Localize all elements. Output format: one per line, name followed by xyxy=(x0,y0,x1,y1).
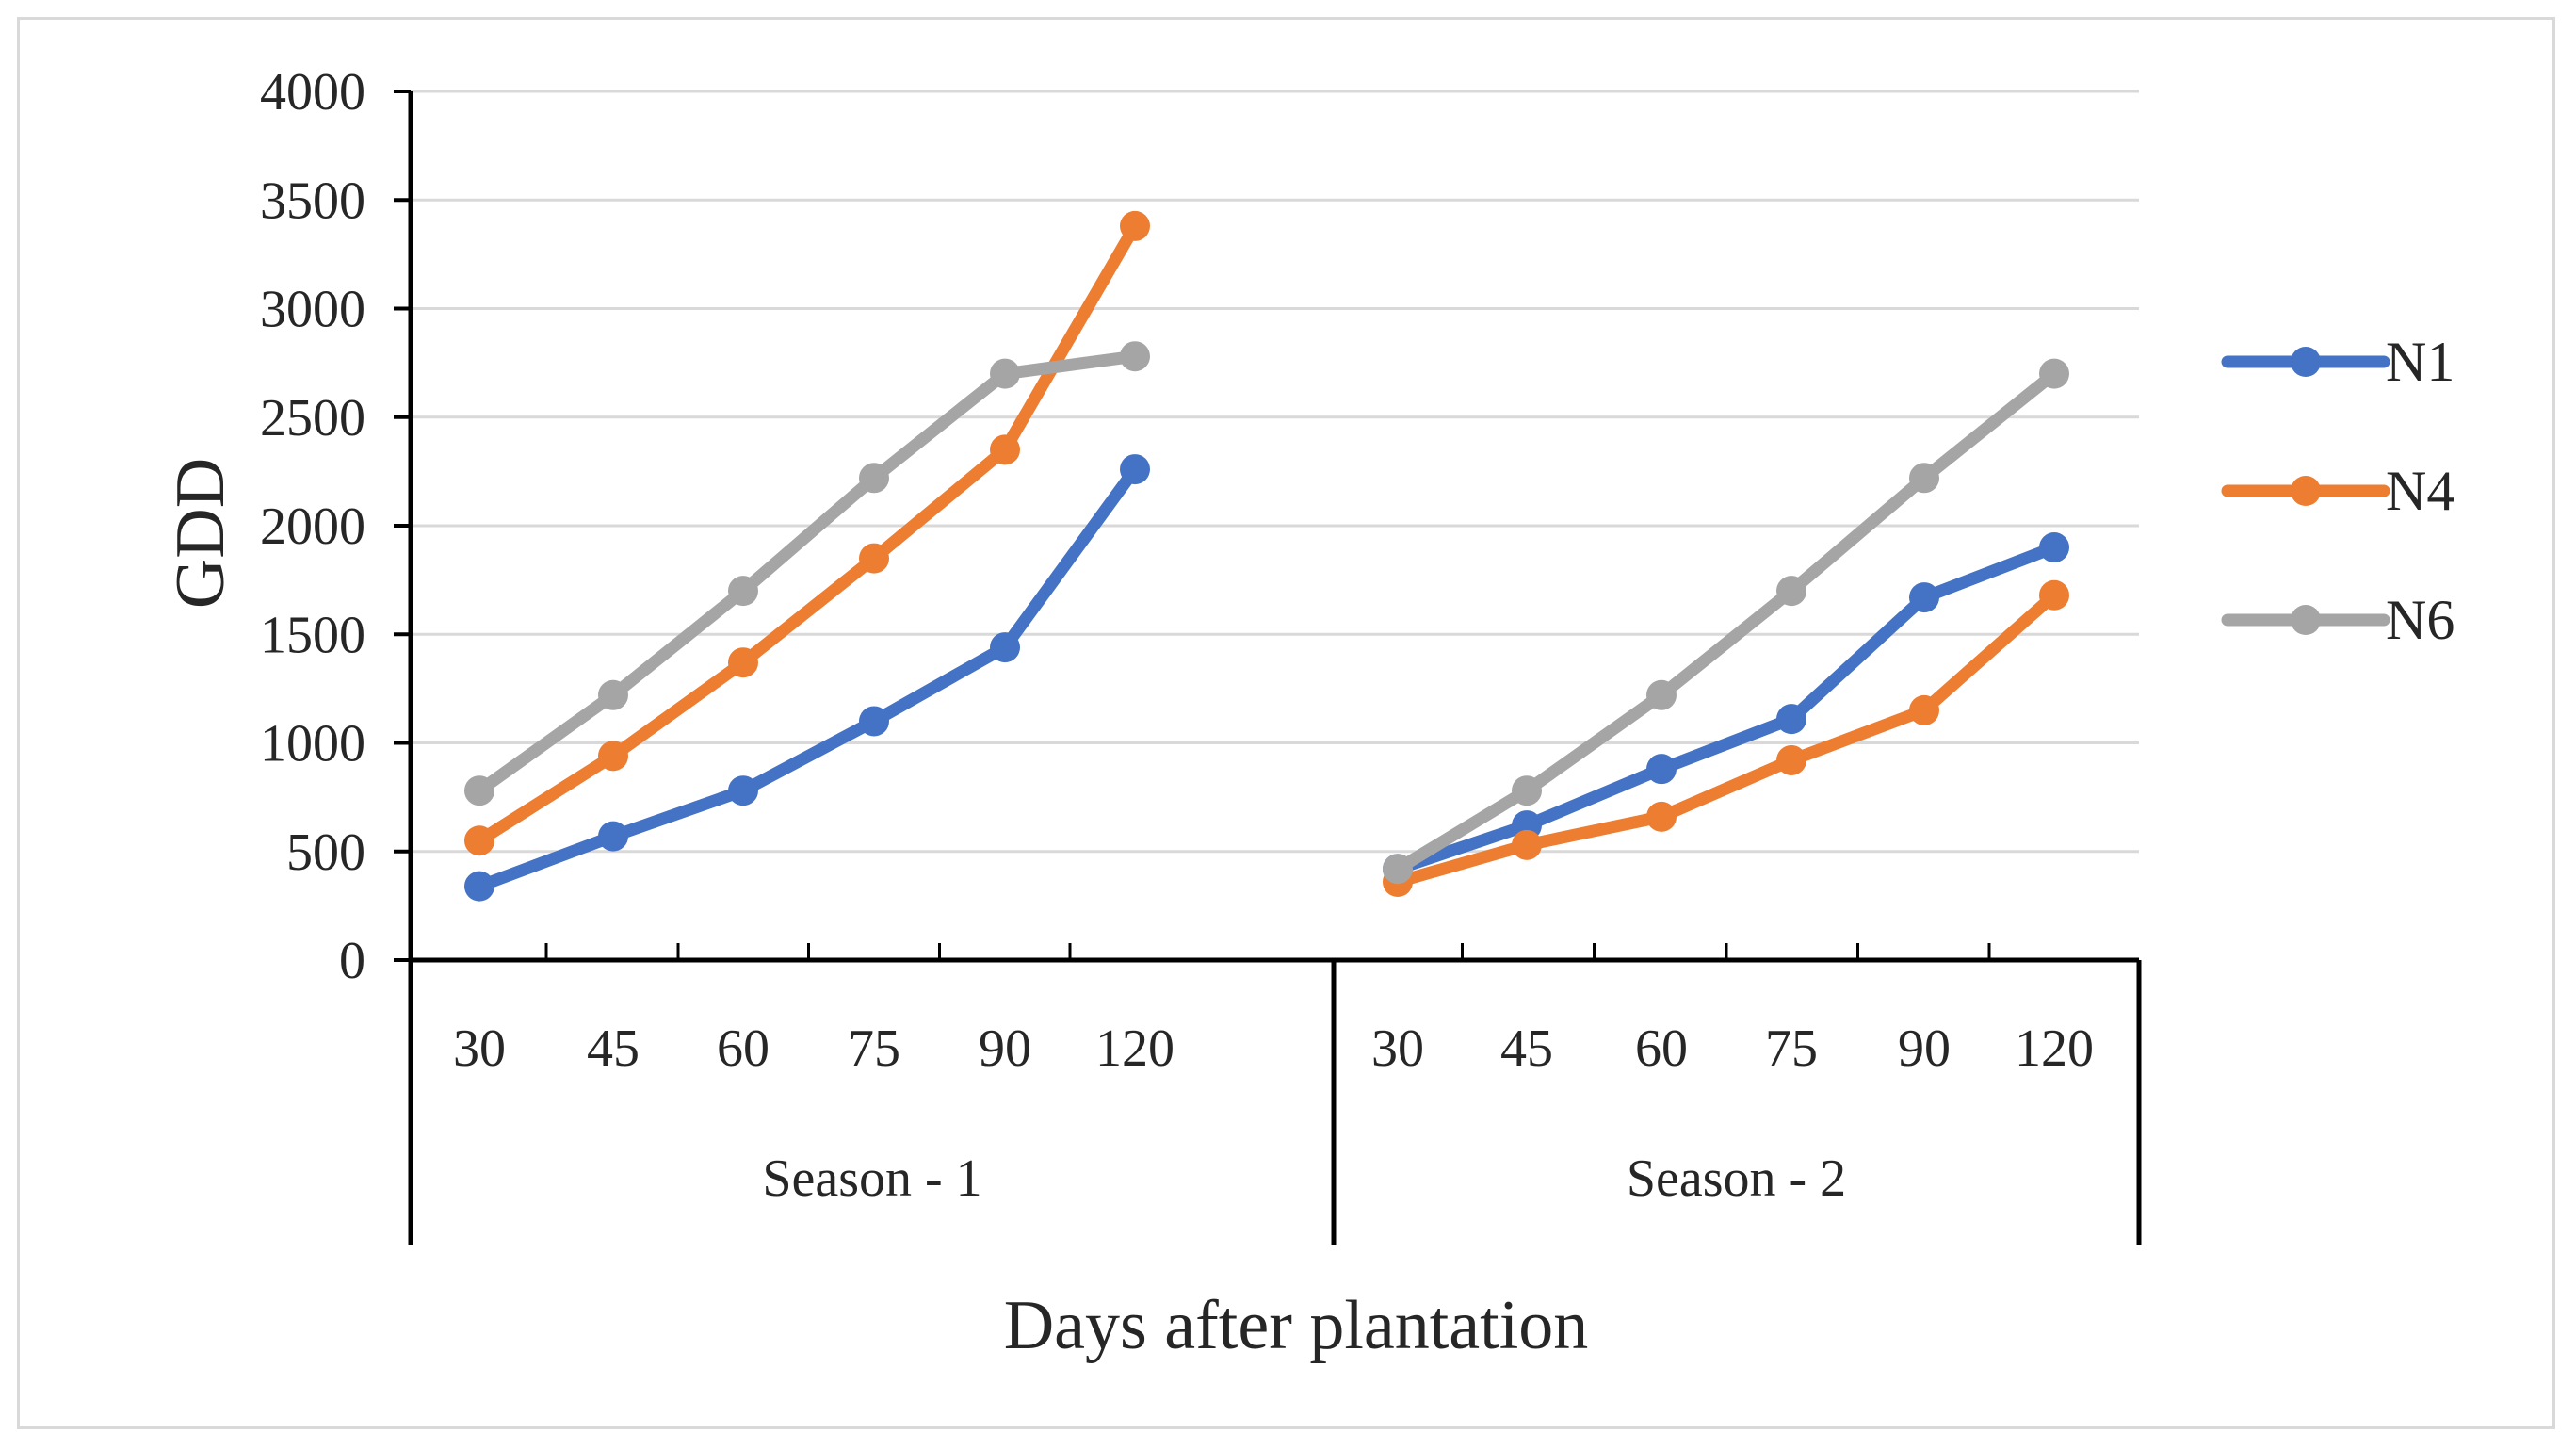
y-tick-label: 3500 xyxy=(260,171,365,230)
x-group-label: Season - 1 xyxy=(762,1149,981,1208)
series-line xyxy=(473,350,1142,797)
y-tick-label: 2500 xyxy=(260,389,365,448)
legend-swatch-marker xyxy=(2291,476,2321,506)
y-tick-label: 1000 xyxy=(260,715,365,774)
legend-label: N1 xyxy=(2386,331,2454,393)
y-tick-label: 2000 xyxy=(260,497,365,556)
legend-swatch-marker xyxy=(2291,347,2321,377)
data-point xyxy=(598,741,628,772)
x-category-label: 90 xyxy=(979,1019,1031,1078)
axes xyxy=(408,91,2142,1245)
legend-item-N1: N1 xyxy=(2221,331,2454,393)
data-point xyxy=(2039,532,2069,563)
x-category-label: 90 xyxy=(1898,1019,1951,1078)
x-category-label: 45 xyxy=(1500,1019,1553,1078)
data-point xyxy=(464,871,494,902)
data-point xyxy=(1909,463,1939,494)
series-line xyxy=(1391,367,2061,875)
x-group-label: Season - 2 xyxy=(1627,1149,1846,1208)
line-chart: 0 500 1000 1500 2000 2500 3000 3500 4000 30 45 60 7… xyxy=(162,63,2454,1364)
data-point xyxy=(464,825,494,856)
data-point xyxy=(859,543,889,574)
legend-item-N4: N4 xyxy=(2221,460,2454,522)
legend: N1 N4 N6 xyxy=(2221,331,2454,651)
data-point xyxy=(1512,829,1542,860)
data-point xyxy=(728,647,758,678)
x-axis-title: Days after plantation xyxy=(1004,1287,1589,1364)
data-point xyxy=(598,679,628,710)
data-point xyxy=(859,706,889,737)
data-point xyxy=(1776,744,1806,775)
series-line xyxy=(1391,541,2061,875)
data-point xyxy=(1776,704,1806,735)
series-N6 xyxy=(464,341,2069,885)
data-point xyxy=(1512,775,1542,806)
data-point xyxy=(1646,679,1677,710)
series-N1 xyxy=(464,454,2069,902)
data-point xyxy=(598,821,628,852)
data-point xyxy=(1776,576,1806,607)
data-point xyxy=(728,576,758,607)
legend-label: N4 xyxy=(2386,460,2454,522)
gridlines xyxy=(411,90,2139,854)
series-lines xyxy=(464,210,2069,902)
x-category-label: 30 xyxy=(453,1019,506,1078)
y-tick-label: 0 xyxy=(339,932,365,990)
data-point xyxy=(1383,854,1413,885)
data-point xyxy=(2039,358,2069,389)
data-point xyxy=(1120,341,1150,372)
data-point xyxy=(859,463,889,494)
x-category-label: 60 xyxy=(1635,1019,1688,1078)
data-point xyxy=(1120,454,1150,485)
data-point xyxy=(990,434,1020,465)
series-line xyxy=(473,220,1142,847)
data-point xyxy=(1646,801,1677,832)
x-category-label: 60 xyxy=(717,1019,770,1078)
x-category-label: 30 xyxy=(1371,1019,1424,1078)
series-line xyxy=(473,463,1142,893)
x-category-label: 120 xyxy=(2015,1019,2094,1078)
x-category-label: 45 xyxy=(587,1019,640,1078)
series-line xyxy=(1391,589,2061,888)
data-point xyxy=(1646,754,1677,785)
y-tick-label: 500 xyxy=(286,823,365,882)
x-category-label: 75 xyxy=(848,1019,900,1078)
chart-frame: 0 500 1000 1500 2000 2500 3000 3500 4000 30 45 60 7… xyxy=(17,17,2555,1429)
series-N4 xyxy=(464,210,2069,898)
data-point xyxy=(1909,694,1939,725)
x-category-label: 75 xyxy=(1765,1019,1818,1078)
data-point xyxy=(2039,579,2069,611)
data-point xyxy=(1909,582,1939,613)
data-point xyxy=(464,775,494,806)
legend-swatch-marker xyxy=(2291,605,2321,635)
x-axis-categories: 30 45 60 75 90 120 Season - 1 30 45 60 75 90 120 Seas… xyxy=(453,1019,2094,1208)
y-axis-title: GDD xyxy=(162,458,239,609)
data-point xyxy=(990,358,1020,389)
y-tick-label: 4000 xyxy=(260,63,365,122)
legend-label: N6 xyxy=(2386,589,2454,651)
y-tick-label: 1500 xyxy=(260,606,365,664)
data-point xyxy=(1120,210,1150,241)
x-category-label: 120 xyxy=(1095,1019,1175,1078)
y-axis-ticks: 0 500 1000 1500 2000 2500 3000 3500 4000 xyxy=(260,63,411,990)
legend-item-N6: N6 xyxy=(2221,589,2454,651)
y-tick-label: 3000 xyxy=(260,281,365,339)
data-point xyxy=(728,775,758,806)
data-point xyxy=(990,632,1020,663)
